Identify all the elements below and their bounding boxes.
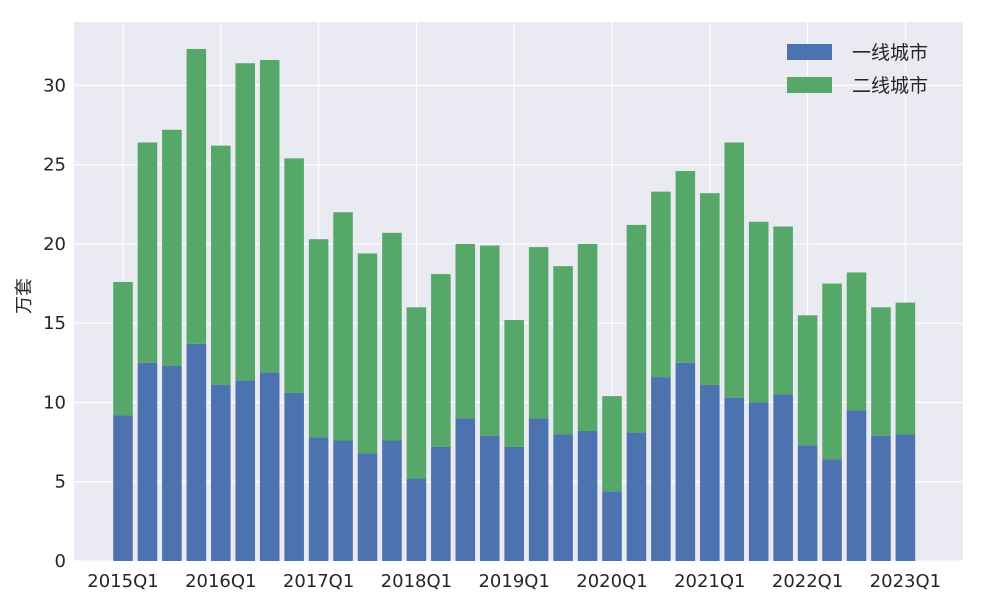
bar-tier1-2022Q1: [797, 445, 818, 561]
bar-tier1-2017Q2: [333, 440, 353, 561]
bar-tier1-2020Q2: [626, 432, 647, 561]
x-tick-label: 2023Q1: [870, 571, 941, 592]
bar-tier2-2019Q3: [553, 266, 573, 435]
bar-tier1-2018Q4: [479, 435, 500, 561]
bar-tier1-2016Q3: [259, 372, 280, 561]
bar-tier1-2018Q2: [431, 446, 451, 561]
bar-tier2-2021Q2: [724, 142, 745, 398]
bar-tier1-2022Q3: [846, 410, 867, 561]
bar-tier2-2023Q1: [895, 302, 916, 435]
bar-tier2-2018Q1: [406, 307, 427, 479]
bar-tier2-2020Q2: [626, 224, 647, 433]
bar-tier1-2022Q2: [822, 459, 842, 561]
bar-tier1-2015Q1: [113, 415, 133, 561]
bar-tier2-2016Q2: [235, 63, 256, 381]
bar-tier1-2018Q3: [455, 418, 476, 561]
y-tick-label: 10: [43, 392, 66, 413]
x-tick-label: 2022Q1: [772, 571, 843, 592]
x-tick-label: 2019Q1: [478, 571, 549, 592]
y-tick-labels: 0 5 10 15 20 25 30: [43, 75, 66, 572]
bar-tier1-2022Q4: [871, 435, 891, 561]
bar-tier1-2020Q3: [651, 377, 671, 561]
bar-tier2-2021Q1: [700, 193, 720, 386]
y-tick-label: 30: [43, 75, 66, 96]
legend-swatch: [787, 44, 832, 60]
bar-tier2-2016Q3: [259, 60, 280, 373]
legend-label: 一线城市: [852, 42, 928, 64]
bar-tier2-2018Q4: [479, 245, 500, 436]
bar-tier2-2020Q1: [602, 396, 622, 492]
bar-tier2-2015Q1: [113, 281, 133, 416]
bar-tier1-2016Q1: [211, 385, 231, 561]
y-tick-label: 0: [55, 551, 66, 572]
bar-tier2-2018Q2: [431, 274, 451, 447]
legend-label: 二线城市: [852, 75, 928, 97]
x-tick-label: 2018Q1: [381, 571, 452, 592]
bar-tier2-2022Q2: [822, 283, 842, 460]
bar-tier2-2020Q4: [675, 171, 696, 363]
bar-tier1-2017Q1: [308, 437, 329, 561]
bar-tier1-2020Q4: [675, 362, 696, 561]
bar-tier1-2021Q1: [700, 385, 720, 561]
bar-tier2-2021Q3: [748, 221, 769, 403]
legend-swatch: [787, 77, 832, 93]
bar-tier1-2015Q3: [162, 366, 182, 561]
bar-tier1-2017Q4: [382, 440, 402, 561]
bar-tier1-2016Q2: [235, 380, 256, 561]
bar-tier2-2017Q4: [382, 232, 402, 441]
bar-tier2-2017Q3: [357, 253, 378, 454]
bar-tier2-2015Q2: [137, 142, 158, 363]
x-tick-labels: 2015Q1 2016Q1 2017Q1 2018Q1 2019Q1 2020Q1 2021…: [87, 571, 941, 592]
bar-tier1-2015Q2: [137, 362, 158, 561]
bar-tier1-2021Q2: [724, 397, 745, 561]
bar-tier1-2021Q3: [748, 402, 769, 561]
bar-tier2-2015Q3: [162, 129, 182, 367]
bar-tier2-2019Q4: [577, 243, 598, 432]
bar-tier2-2015Q4: [186, 48, 207, 344]
y-tick-label: 25: [43, 155, 66, 176]
x-tick-label: 2017Q1: [283, 571, 354, 592]
y-tick-label: 5: [55, 472, 66, 493]
bar-tier2-2016Q1: [211, 145, 231, 386]
bar-tier2-2020Q3: [651, 191, 671, 378]
x-tick-label: 2015Q1: [87, 571, 158, 592]
bar-tier2-2019Q2: [528, 247, 549, 419]
x-tick-label: 2020Q1: [576, 571, 647, 592]
bar-tier1-2017Q3: [357, 453, 378, 561]
bar-tier1-2021Q4: [773, 394, 793, 561]
bar-tier2-2019Q1: [504, 320, 524, 447]
bar-tier1-2019Q2: [528, 418, 549, 561]
bar-tier1-2019Q4: [577, 431, 598, 561]
x-tick-label: 2021Q1: [674, 571, 745, 592]
bar-tier2-2021Q4: [773, 226, 793, 395]
bar-tier1-2023Q1: [895, 434, 916, 561]
bar-tier2-2022Q3: [846, 272, 867, 411]
bar-tier2-2022Q4: [871, 307, 891, 436]
bar-tier2-2017Q1: [308, 239, 329, 438]
y-axis-label: 万套: [14, 278, 35, 314]
bar-tier1-2016Q4: [284, 392, 304, 561]
y-tick-label: 15: [43, 313, 66, 334]
bar-tier1-2020Q1: [602, 491, 622, 561]
bar-group: [113, 48, 916, 561]
bar-tier2-2017Q2: [333, 212, 353, 441]
bar-tier1-2018Q1: [406, 478, 427, 561]
bar-tier2-2018Q3: [455, 243, 476, 419]
bar-tier2-2016Q4: [284, 158, 304, 393]
y-tick-label: 20: [43, 234, 66, 255]
x-tick-label: 2016Q1: [185, 571, 256, 592]
bar-tier1-2019Q3: [553, 434, 573, 561]
bar-tier2-2022Q1: [797, 315, 818, 446]
bar-tier1-2015Q4: [186, 343, 207, 561]
bar-tier1-2019Q1: [504, 446, 524, 561]
